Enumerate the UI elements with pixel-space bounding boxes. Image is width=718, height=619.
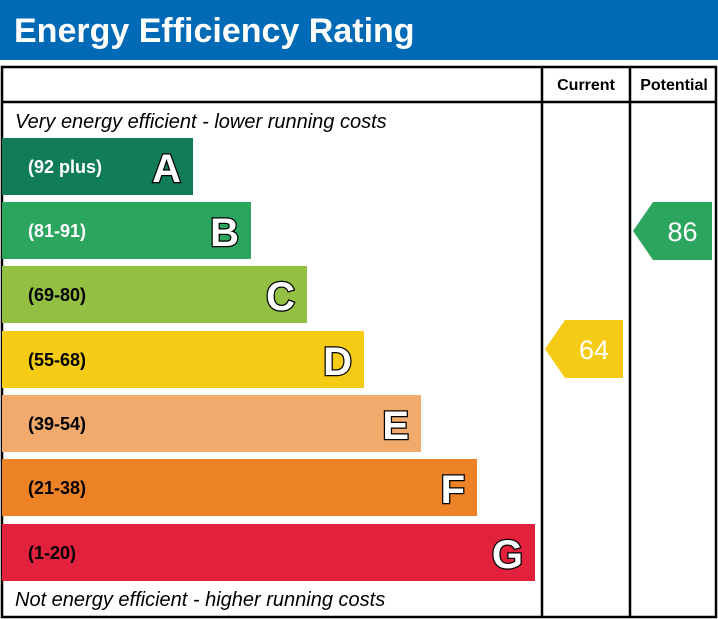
band-range-label: (81-91)	[28, 221, 86, 241]
bottom-note: Not energy efficient - higher running co…	[15, 589, 385, 611]
current-rating-arrow: 64	[545, 320, 623, 378]
potential-rating-arrow: 86	[633, 202, 712, 260]
potential-rating-arrow-shape	[633, 202, 712, 260]
top-note: Very energy efficient - lower running co…	[15, 111, 387, 133]
current-column-header: Current	[557, 77, 615, 94]
band-bar	[2, 331, 364, 388]
potential-rating-arrow-value: 86	[667, 217, 697, 247]
band-c: (69-80) C	[2, 266, 307, 323]
chart-title: Energy Efficiency Rating	[14, 12, 415, 50]
band-letter: C	[266, 275, 295, 319]
band-letter: G	[492, 533, 523, 577]
band-d: (55-68) D	[2, 331, 364, 388]
title-bar	[0, 0, 718, 60]
band-bar	[2, 138, 193, 195]
band-letter: E	[382, 404, 409, 448]
band-range-label: (39-54)	[28, 414, 86, 434]
band-e: (39-54) E	[2, 395, 421, 452]
band-range-label: (21-38)	[28, 478, 86, 498]
band-letter: B	[210, 211, 239, 255]
band-range-label: (92 plus)	[28, 157, 102, 177]
current-rating-arrow-value: 64	[579, 335, 609, 365]
current-rating-arrow-shape	[545, 320, 623, 378]
band-b: (81-91) B	[2, 202, 251, 259]
band-letter: F	[441, 468, 465, 512]
band-letter: A	[152, 147, 181, 191]
potential-column-header: Potential	[640, 77, 708, 94]
band-range-label: (1-20)	[28, 543, 76, 563]
band-range-label: (55-68)	[28, 350, 86, 370]
band-bar	[2, 459, 477, 516]
band-bar	[2, 524, 535, 581]
band-bar	[2, 202, 251, 259]
band-g: (1-20) G	[2, 524, 535, 581]
band-letter: D	[323, 340, 352, 384]
band-f: (21-38) F	[2, 459, 477, 516]
band-bar	[2, 266, 307, 323]
band-range-label: (69-80)	[28, 285, 86, 305]
band-a: (92 plus) A	[2, 138, 193, 195]
band-bar	[2, 395, 421, 452]
